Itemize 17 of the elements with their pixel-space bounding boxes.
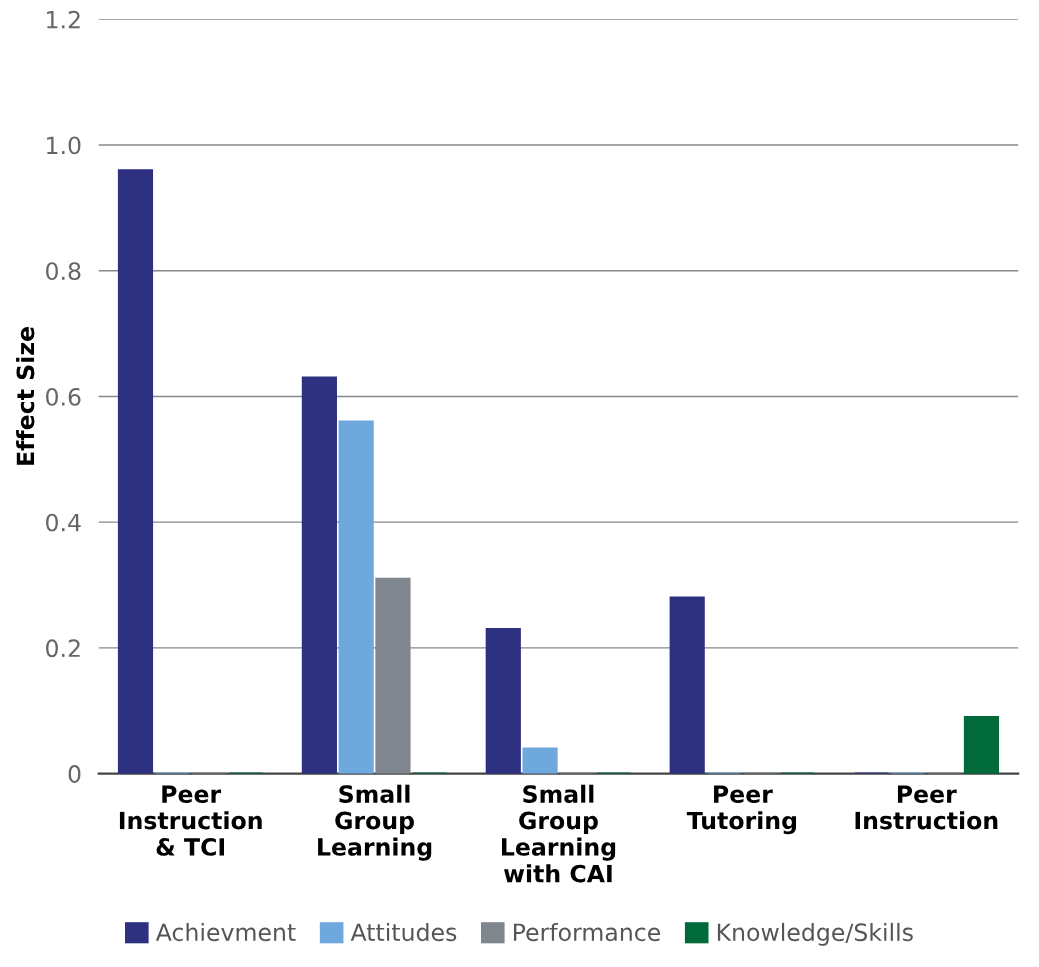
legend-label: Attitudes xyxy=(350,922,457,942)
legend-label: Performance xyxy=(513,922,661,942)
y-tick-label: 0.8 xyxy=(46,262,81,281)
legend-label: Achievment xyxy=(155,922,296,942)
x-tick-label: Peer Instruction xyxy=(855,785,998,830)
y-tick-label: 0.4 xyxy=(46,513,81,532)
y-tick-label: 1.2 xyxy=(47,10,80,29)
x-tick-label: Peer Instruction & TCI xyxy=(119,785,262,856)
y-tick-label: 1.0 xyxy=(47,136,81,155)
legend-label: Knowledge/Skills xyxy=(717,922,913,946)
x-tick-label: Peer Tutoring xyxy=(686,785,797,835)
x-tick-label: Small Group Learning xyxy=(318,784,432,861)
y-tick-label: 0.2 xyxy=(46,639,80,658)
y-tick-label: 0 xyxy=(68,765,81,783)
x-tick-label: Small Group Learning with CAI xyxy=(502,784,616,883)
y-tick-label: 0.6 xyxy=(46,387,81,406)
y-axis-title: Effect Size xyxy=(16,327,35,465)
